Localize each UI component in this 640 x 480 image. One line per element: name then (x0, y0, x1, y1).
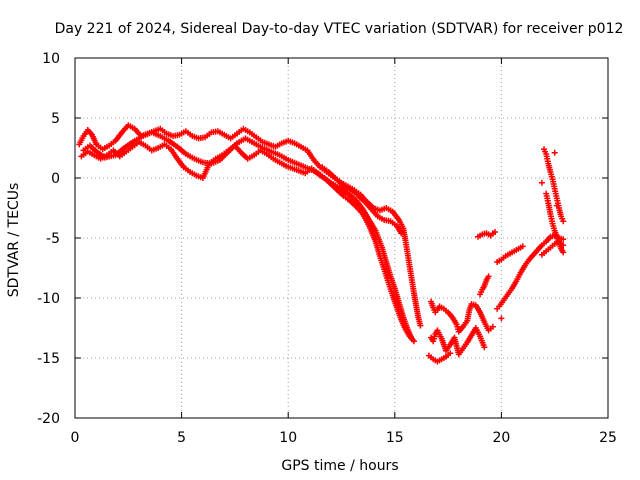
data-point (560, 249, 567, 256)
data-point (553, 202, 560, 209)
data-point (408, 335, 415, 342)
data-point (417, 322, 424, 329)
x-tick-label: 15 (386, 430, 404, 446)
data-point (560, 218, 567, 225)
chart-title: Day 221 of 2024, Sidereal Day-to-day VTE… (55, 21, 624, 37)
y-tick-label: 10 (42, 51, 60, 67)
data-point (551, 149, 558, 156)
data-point (494, 305, 501, 312)
x-axis-label: GPS time / hours (281, 458, 398, 474)
data-point (498, 315, 505, 322)
data-point (447, 350, 454, 357)
x-tick-label: 10 (279, 430, 297, 446)
data-point (485, 273, 492, 280)
data-point (481, 344, 488, 351)
y-tick-label: 5 (51, 111, 60, 127)
x-axis-ticks: 0 5 10 15 20 25 (71, 58, 617, 446)
y-tick-label: -5 (46, 231, 60, 247)
data-point (489, 230, 496, 237)
y-tick-label: -10 (37, 291, 60, 307)
grid-lines (75, 58, 608, 418)
x-tick-label: 25 (599, 430, 617, 446)
y-axis-label: SDTVAR / TECUs (6, 183, 22, 298)
x-tick-label: 20 (492, 430, 510, 446)
data-point (560, 242, 567, 249)
data-point (489, 323, 496, 330)
data-point (519, 243, 526, 250)
y-tick-label: -20 (37, 411, 60, 427)
data-point (538, 179, 545, 186)
y-tick-label: 0 (51, 171, 60, 187)
x-tick-label: 5 (177, 430, 186, 446)
x-tick-label: 0 (71, 430, 80, 446)
data-point (560, 236, 567, 243)
data-points (76, 122, 567, 365)
y-tick-label: -15 (37, 351, 60, 367)
y-axis-ticks: -20 -15 -10 -5 0 5 10 (37, 51, 608, 427)
